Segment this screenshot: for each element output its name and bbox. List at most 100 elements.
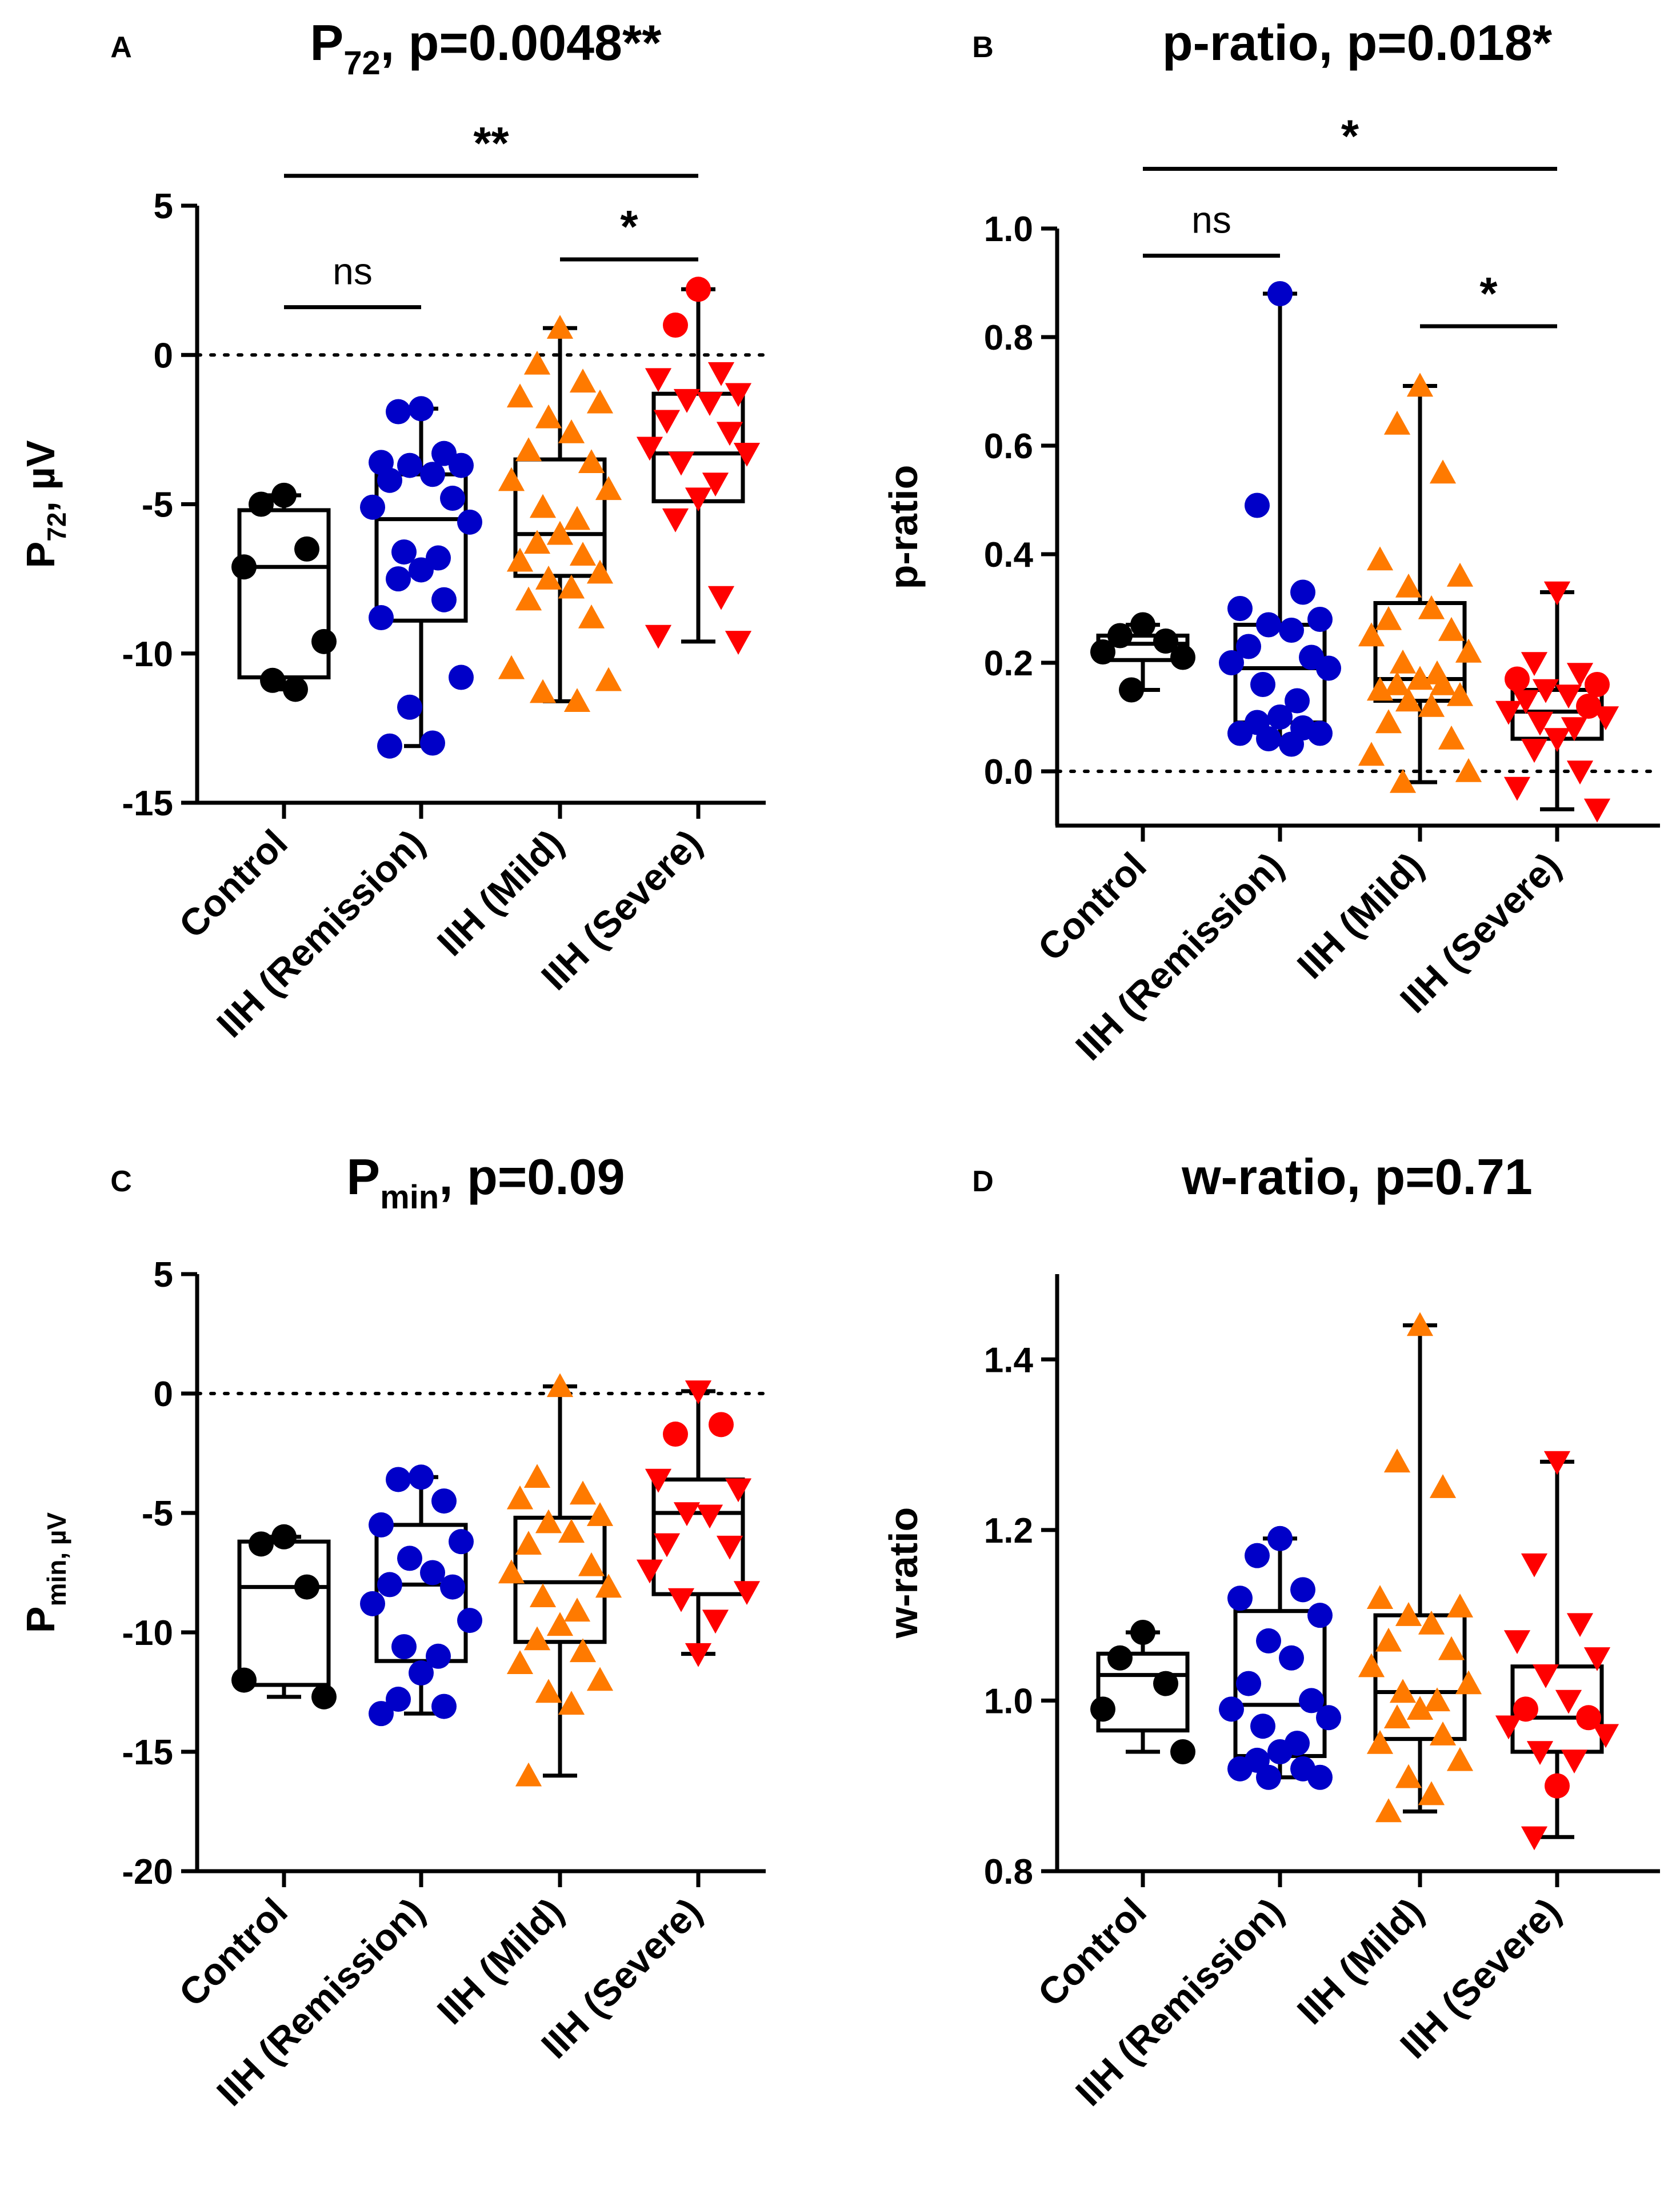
significance-label: ** [473,118,509,169]
data-point [725,631,752,655]
data-point [271,1524,297,1550]
data-point [1526,1741,1554,1765]
data-point [1418,1610,1445,1635]
data-point [1153,628,1178,654]
data-point [733,442,761,467]
data-point [440,1574,465,1600]
data-point [523,350,551,375]
data-point [685,1380,712,1404]
data-point [1576,694,1601,719]
data-point [1389,768,1417,793]
data-point [667,1588,695,1612]
data-point [1429,1474,1457,1498]
data-point [1495,700,1522,725]
points-1 [360,1464,482,1727]
data-point [716,422,743,446]
data-point [1219,1696,1244,1722]
data-point [653,410,681,434]
data-point [685,487,712,512]
box-iqr [513,457,607,578]
data-point [569,1480,597,1505]
box-1 [1233,291,1327,746]
data-point [586,559,614,584]
data-point [1256,1628,1281,1653]
y-axis-label: P72, µV [18,440,71,568]
data-point [1576,1705,1601,1731]
data-point [1245,1543,1270,1568]
data-point [409,1660,434,1686]
data-point [645,1468,672,1493]
box-iqr [1096,1651,1190,1733]
data-point [1585,672,1610,697]
data-point [707,362,735,386]
data-point [377,467,402,493]
data-point [1285,688,1310,714]
text-rest: , p=0.0048** [381,14,662,71]
y-tick-label: 0.8 [984,1852,1033,1892]
data-point [1561,717,1588,742]
data-point [397,694,422,720]
data-point [1418,595,1445,619]
data-point [231,554,257,580]
data-point [1358,1653,1385,1677]
data-point [1521,1826,1548,1851]
data-point [663,313,688,338]
data-point [1395,1764,1422,1788]
data-point [1438,1636,1465,1660]
box-0 [237,493,331,691]
category-label: Control [171,1890,295,2015]
data-point [569,369,597,393]
data-point [1521,652,1548,676]
data-point [426,1643,451,1669]
data-point [702,1610,729,1634]
panel-letter: A [110,31,132,64]
data-point [311,1684,337,1709]
data-point [249,491,274,517]
data-point [1395,573,1422,598]
category-label: IIH (Mild) [1289,844,1431,987]
data-point [1521,739,1548,763]
data-point [586,1667,614,1691]
data-point [709,1412,734,1438]
data-point [1503,776,1531,801]
significance-label: * [620,201,638,252]
data-point [1267,281,1293,306]
points-0 [231,1524,337,1709]
points-0 [231,482,337,702]
data-point [1375,1798,1402,1823]
data-point [1358,742,1385,766]
y-tick-label: 5 [154,1255,173,1295]
data-point [1406,373,1434,397]
data-point [529,494,557,518]
panel-c: C Pmin, p=0.09 5 0 -5 -10 -15 -20 Pmin, µV Contro… [18,1148,767,2114]
data-point [420,1560,445,1586]
data-point [1279,731,1304,757]
data-point [1406,1312,1434,1336]
significance-label: * [1341,111,1359,162]
data-point [1543,581,1571,606]
data-point [1227,1756,1253,1781]
data-point [1429,1721,1457,1745]
data-point [1555,1689,1582,1714]
data-point [558,1519,585,1543]
data-point [397,453,422,478]
data-point [391,1634,417,1660]
data-point [409,557,434,583]
data-point [1521,1553,1548,1578]
y-tick-label: 5 [154,187,173,226]
data-point [1267,1739,1293,1764]
data-point [1227,596,1253,621]
category-label: Control [171,822,295,946]
y-tick-label: -5 [142,486,173,525]
data-point [1307,1603,1333,1628]
data-point [1406,1696,1434,1720]
significance-label: * [1479,268,1498,319]
points-3 [636,1380,761,1667]
y-tick-label: -20 [122,1852,173,1892]
data-point [563,1598,591,1622]
data-point [1429,671,1457,695]
data-point [645,624,672,649]
data-point [1290,1577,1315,1603]
data-point [1375,606,1402,630]
